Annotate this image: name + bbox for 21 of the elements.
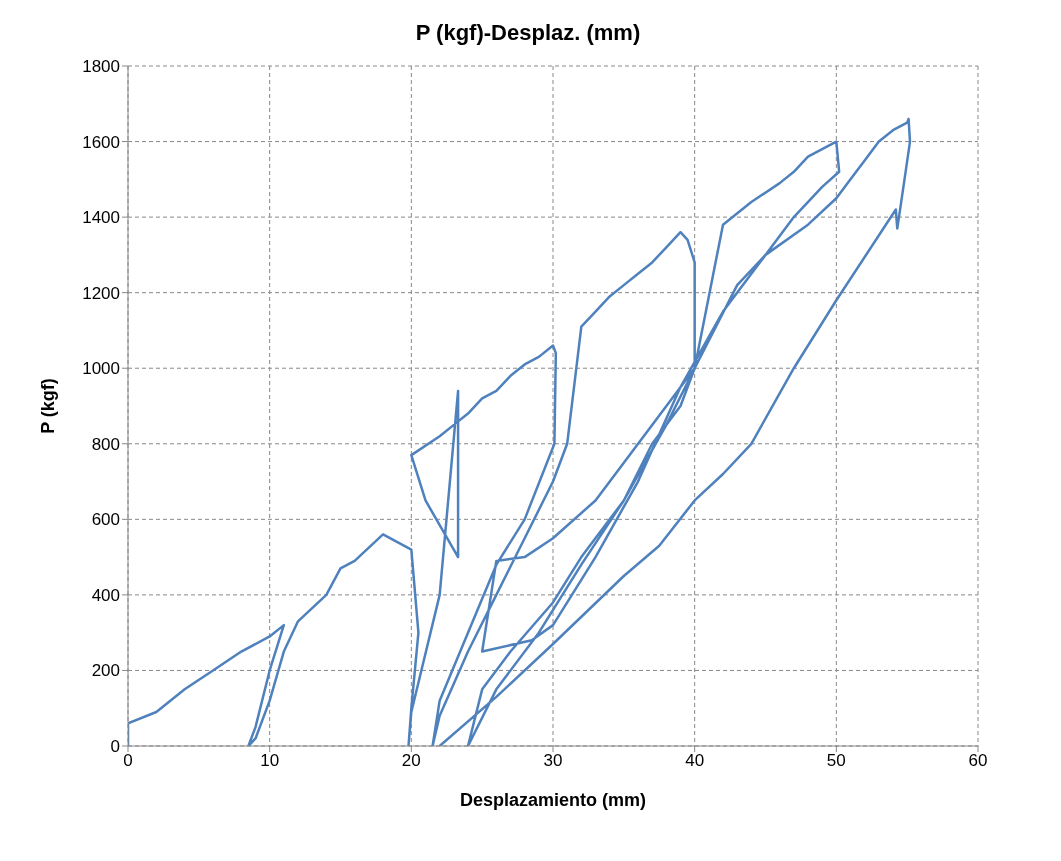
y-tick-label: 800 xyxy=(91,434,120,454)
y-tick-label: 1400 xyxy=(82,208,120,228)
x-tick-label: 40 xyxy=(685,751,705,771)
x-tick-label: 0 xyxy=(123,751,133,771)
y-tick-label: 1600 xyxy=(82,132,120,152)
x-tick-label: 20 xyxy=(401,751,421,771)
y-tick-label: 1800 xyxy=(82,57,120,77)
y-tick-label: 200 xyxy=(91,661,120,681)
x-axis-title: Desplazamiento (mm) xyxy=(459,790,647,810)
line-series xyxy=(128,117,912,746)
y-tick-label: 600 xyxy=(91,510,120,530)
x-tick-label: 10 xyxy=(260,751,280,771)
y-axis-title: P (kgf) xyxy=(38,378,59,434)
x-tick-label: 50 xyxy=(826,751,846,771)
chart-title: P (kgf)-Desplaz. (mm) xyxy=(414,20,642,46)
x-tick-label: 60 xyxy=(968,751,988,771)
y-tick-label: 400 xyxy=(91,585,120,605)
y-tick-label: 1200 xyxy=(82,283,120,303)
y-tick-label: 1000 xyxy=(82,359,120,379)
y-tick-label: 0 xyxy=(110,737,120,757)
x-tick-label: 30 xyxy=(543,751,563,771)
